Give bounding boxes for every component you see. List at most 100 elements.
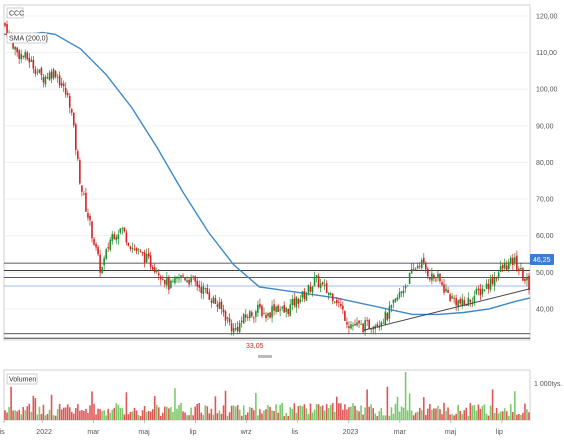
candle-body xyxy=(396,297,399,300)
low-price-marker: 33,05 xyxy=(246,343,264,350)
candle-body xyxy=(445,288,447,292)
volume-bar xyxy=(422,397,425,420)
volume-bar xyxy=(46,413,49,420)
candle-body xyxy=(32,60,35,69)
candle-body xyxy=(14,46,16,50)
y-tick-label: 90,00 xyxy=(536,123,554,130)
candle-body xyxy=(85,192,87,212)
candle-body xyxy=(420,259,423,269)
candle-body xyxy=(72,112,75,126)
candle-body xyxy=(406,285,409,287)
volume-bar xyxy=(311,412,314,420)
candle-body xyxy=(230,323,233,332)
time-scroll-handle[interactable] xyxy=(258,355,272,358)
candle-body xyxy=(224,311,227,321)
candle-body xyxy=(418,265,421,267)
x-tick-label: maj xyxy=(138,429,150,436)
candle-body xyxy=(465,304,468,306)
volume-axis-label: 1 000tys. xyxy=(534,381,562,388)
candle-body xyxy=(295,296,298,308)
candle-body xyxy=(348,325,350,328)
candle-body xyxy=(18,50,20,59)
volume-bar xyxy=(319,406,322,420)
volume-bar xyxy=(431,409,433,420)
candle-body xyxy=(113,234,116,240)
candle-body xyxy=(206,288,209,294)
candle-body xyxy=(483,289,486,291)
candle-body xyxy=(451,296,453,299)
volume-bar xyxy=(178,404,180,420)
candle-body xyxy=(333,301,336,303)
candle-body xyxy=(228,318,231,323)
volume-bar xyxy=(60,409,63,420)
candle-body xyxy=(358,320,360,324)
candle-body xyxy=(376,324,379,326)
candle-body xyxy=(6,24,8,36)
volume-bar xyxy=(162,412,164,420)
volume-bar xyxy=(89,405,91,420)
candle-body xyxy=(364,320,366,332)
volume-bar xyxy=(265,409,267,420)
candle-body xyxy=(477,288,480,291)
candle-body xyxy=(44,76,47,85)
volume-bar xyxy=(36,414,39,420)
candle-body xyxy=(218,302,221,309)
candle-body xyxy=(271,306,273,318)
volume-bar xyxy=(305,408,308,420)
candle-body xyxy=(166,277,168,286)
candle-body xyxy=(79,160,81,184)
volume-bar xyxy=(141,410,144,420)
candle-body xyxy=(54,71,57,77)
volume-bar xyxy=(416,411,419,420)
candle-body xyxy=(335,300,338,304)
candle-body xyxy=(190,276,192,283)
volume-bar xyxy=(174,388,176,420)
volume-bar xyxy=(97,408,99,420)
sma-line-group xyxy=(4,31,531,316)
candle-body xyxy=(459,299,462,304)
candle-body xyxy=(471,303,474,305)
volume-bar xyxy=(313,409,316,420)
volume-bar xyxy=(56,409,59,420)
candle-body xyxy=(186,280,188,283)
candle-body xyxy=(93,238,95,245)
volume-bar xyxy=(20,414,22,420)
volume-bar xyxy=(283,416,285,420)
volume-bar xyxy=(520,414,522,420)
candle-body xyxy=(422,257,425,263)
volume-bar xyxy=(491,389,494,420)
volume-bar xyxy=(412,415,415,420)
volume-bar xyxy=(166,406,168,420)
candle-body xyxy=(412,268,415,270)
volume-bar xyxy=(267,404,269,420)
candle-body xyxy=(198,284,201,288)
candle-body xyxy=(342,305,344,310)
volume-bar xyxy=(42,404,45,420)
candle-body xyxy=(151,267,154,270)
x-tick-label: 2022 xyxy=(36,429,52,436)
volume-bar xyxy=(81,410,83,420)
volume-bar xyxy=(224,390,227,420)
volume-bar xyxy=(455,413,457,420)
volume-bar xyxy=(439,409,441,420)
volume-bar xyxy=(463,410,466,420)
y-axis: 120,00 110,00 100,00 90,00 80,00 70,00 60,00 50… xyxy=(536,13,558,313)
candle-body xyxy=(192,276,194,278)
candle-body xyxy=(382,322,385,324)
volume-bar xyxy=(210,408,213,420)
volume-bar xyxy=(528,412,530,420)
candle-body xyxy=(317,276,320,288)
volume-bar xyxy=(62,407,65,420)
volume-bar xyxy=(127,414,130,420)
x-tick-label: wrz xyxy=(240,429,252,436)
candle-body xyxy=(91,221,93,239)
volume-bar xyxy=(384,415,387,420)
candle-body xyxy=(170,280,172,288)
volume-bar xyxy=(344,404,346,420)
candle-body xyxy=(208,292,211,300)
candle-body xyxy=(255,311,257,317)
candle-body xyxy=(323,284,326,286)
volume-bars xyxy=(4,372,530,420)
trendlines xyxy=(363,288,531,331)
